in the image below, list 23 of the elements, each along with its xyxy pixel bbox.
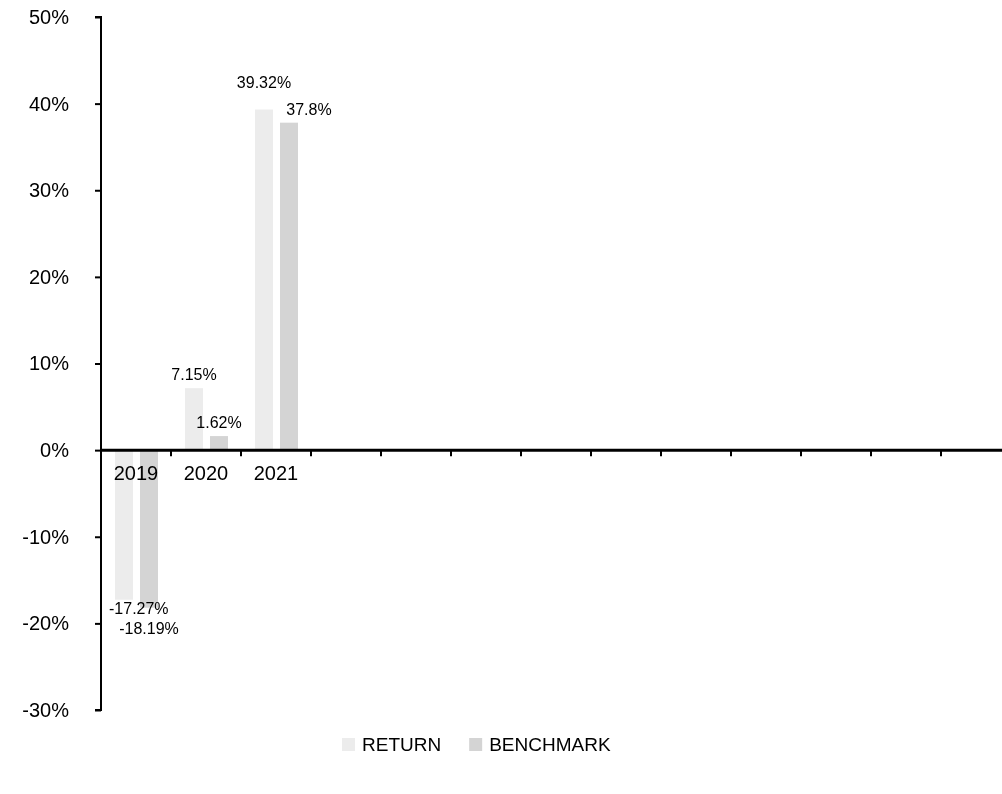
y-tick-label: 30% <box>28 179 70 202</box>
bar <box>280 122 298 451</box>
x-tick-label: 2020 <box>183 462 229 485</box>
y-tick-label: 40% <box>28 92 70 115</box>
data-label: -17.27% <box>109 599 169 617</box>
y-tick-label: -30% <box>22 698 70 721</box>
y-tick-label: 20% <box>28 265 70 288</box>
data-label: -18.19% <box>119 619 179 637</box>
data-label: 37.8% <box>286 100 332 118</box>
data-label: 7.15% <box>171 366 217 384</box>
y-tick-label: -20% <box>22 612 70 635</box>
y-tick-label: -10% <box>22 525 70 548</box>
legend-label: RETURN <box>362 734 442 755</box>
x-tick-label: 2019 <box>113 462 159 485</box>
legend-label: BENCHMARK <box>489 734 611 755</box>
x-tick-label: 2021 <box>253 462 299 485</box>
data-label: 1.62% <box>196 414 242 432</box>
bar <box>210 436 228 451</box>
y-tick-label: 10% <box>28 352 70 375</box>
data-label: 39.32% <box>236 73 292 91</box>
y-tick-label: 50% <box>28 5 70 28</box>
y-tick-label: 0% <box>40 439 70 462</box>
bar <box>255 109 273 451</box>
